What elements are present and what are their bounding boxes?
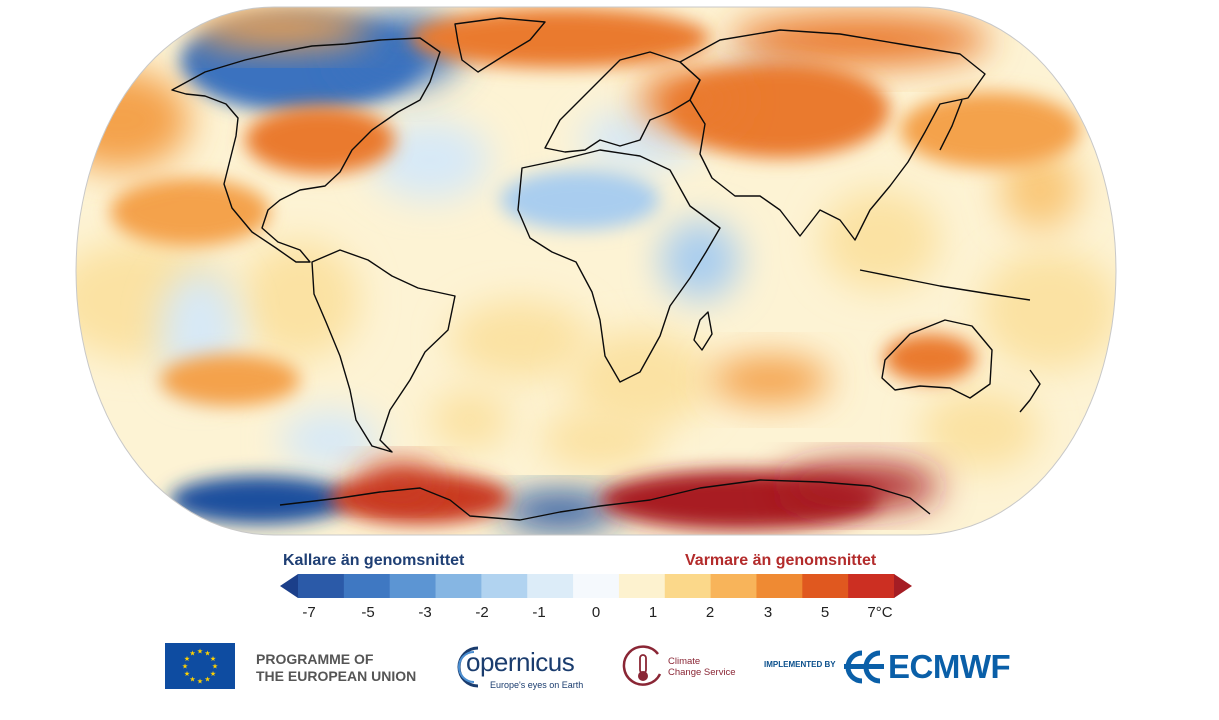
coastline-segment xyxy=(454,17,546,73)
coastline-segment xyxy=(171,37,441,263)
svg-text:★: ★ xyxy=(189,675,195,683)
color-scale-ticks: -7 -5 -3 -2 -1 0 1 2 3 5 7°C xyxy=(0,604,1219,626)
anomaly-alaska-pacific xyxy=(76,70,190,170)
ecmwf-word: ECMWF xyxy=(888,648,1011,685)
c3s-line-2: Change Service xyxy=(668,667,736,678)
colorbar-segment xyxy=(618,574,666,598)
svg-text:★: ★ xyxy=(197,648,203,656)
svg-text:★: ★ xyxy=(210,655,216,663)
legend-cold-label: Kallare än genomsnittet xyxy=(283,552,465,569)
anomaly-north-africa-sahara xyxy=(500,170,660,230)
colorbar-arrow-cold xyxy=(280,574,298,598)
colorbar-tick: 2 xyxy=(705,604,715,621)
svg-text:★: ★ xyxy=(210,670,216,678)
colorbar-segment xyxy=(298,574,345,598)
anomaly-south-pacific xyxy=(710,356,830,404)
colorbar-tick: -7 xyxy=(302,604,316,621)
colorbar-tick: 5 xyxy=(820,604,830,621)
anomaly-antarctic-peninsula-weddell xyxy=(360,464,440,500)
colorbar-tick: 7°C xyxy=(867,604,893,621)
colorbar-tick: -3 xyxy=(418,604,432,621)
eu-programme-text: PROGRAMME OF THE EUROPEAN UNION xyxy=(256,651,416,685)
colorbar-segment xyxy=(435,574,482,598)
svg-text:★: ★ xyxy=(189,650,195,658)
colorbar-tick: 1 xyxy=(648,604,658,621)
copernicus-word: opernicus xyxy=(466,647,575,677)
coastline-segment xyxy=(311,249,456,453)
colorbar-segment xyxy=(573,574,620,598)
colorbar-tick: -5 xyxy=(361,604,375,621)
copernicus-tagline: Europe's eyes on Earth xyxy=(490,680,584,690)
coastline-segment xyxy=(279,479,931,521)
eu-line-2: THE EUROPEAN UNION xyxy=(256,668,417,684)
colorbar-segment xyxy=(848,574,895,598)
anomaly-north-pacific-east-asia xyxy=(900,92,1080,168)
svg-text:★: ★ xyxy=(184,655,190,663)
anomaly-west-antarctica-coast xyxy=(170,476,350,524)
coastline-segment xyxy=(859,269,1031,301)
svg-text:★: ★ xyxy=(184,670,190,678)
svg-text:★: ★ xyxy=(212,663,218,671)
coastline-segment xyxy=(517,149,721,383)
colorbar-segment xyxy=(710,574,757,598)
coastline-segment xyxy=(881,319,993,399)
anomaly-north-atlantic-greenland-sea xyxy=(410,8,710,68)
colorbar-segment xyxy=(389,574,437,598)
svg-text:★: ★ xyxy=(182,663,188,671)
coastline-segment xyxy=(1019,369,1041,413)
anomaly-eastern-north-america xyxy=(245,106,395,174)
colorbar-segment xyxy=(756,574,803,598)
legend-warm-label: Varmare än genomsnittet xyxy=(685,552,877,569)
ecmwf-logo: ECMWF xyxy=(842,648,1032,685)
globe-outline xyxy=(75,6,1117,536)
c3s-text: Climate Change Service xyxy=(668,656,736,678)
anomaly-fields xyxy=(76,8,1116,530)
eu-flag-logo: ★ ★ ★ ★ ★ ★ ★ ★ ★ ★ ★ ★ xyxy=(165,643,235,689)
colorbar-tick: 3 xyxy=(763,604,773,621)
svg-text:★: ★ xyxy=(204,675,210,683)
anomaly-north-africa-sahara xyxy=(660,220,740,300)
anomaly-alaska-pacific xyxy=(110,178,270,246)
colorbar-arrow-warm xyxy=(894,574,912,598)
colorbar-tick: -2 xyxy=(475,604,489,621)
c3s-logo: Climate Change Service xyxy=(620,642,740,692)
colorbar-segment xyxy=(802,574,849,598)
colorbar-segment xyxy=(481,574,528,598)
anomaly-south-pacific xyxy=(160,354,300,406)
temperature-anomaly-map xyxy=(75,6,1117,536)
copernicus-logo: opernicus Europe's eyes on Earth xyxy=(448,640,588,694)
anomaly-east-antarctica xyxy=(780,464,940,508)
colorbar-segment xyxy=(527,574,574,598)
colorbar-segment xyxy=(343,574,391,598)
eu-line-1: PROGRAMME OF xyxy=(256,651,374,667)
coastlines xyxy=(171,17,1041,521)
implemented-by-label: IMPLEMENTED BY xyxy=(764,660,836,669)
anomaly-west-antarctica-coast xyxy=(500,493,620,529)
colorbar-segment xyxy=(664,574,712,598)
anomaly-north-pacific-east-asia xyxy=(190,8,370,48)
c3s-line-1: Climate xyxy=(668,656,701,667)
svg-text:★: ★ xyxy=(204,650,210,658)
colorbar-tick: -1 xyxy=(532,604,546,621)
coastline-segment xyxy=(693,311,713,351)
anomaly-australia-interior xyxy=(884,334,976,382)
anomaly-north-atlantic-greenland-sea xyxy=(730,14,990,66)
colorbar-tick: 0 xyxy=(591,604,601,621)
svg-text:★: ★ xyxy=(197,678,203,686)
color-scale-bar xyxy=(280,574,912,598)
coastline-segment xyxy=(679,29,986,241)
coastline-segment xyxy=(939,99,963,151)
